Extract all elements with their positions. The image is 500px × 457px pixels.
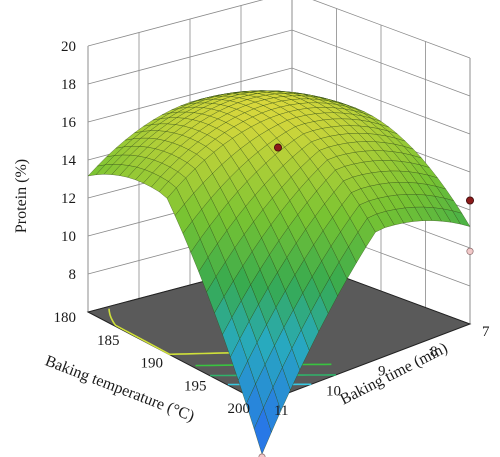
y-tick-label: 8 xyxy=(430,344,438,360)
z-tick-label: 16 xyxy=(61,115,77,131)
wall-gridline xyxy=(87,0,471,59)
y-tick-label: 10 xyxy=(326,383,341,399)
y-tick-label: 9 xyxy=(378,364,386,380)
y-tick-label: 7 xyxy=(482,324,490,340)
x-tick-label: 195 xyxy=(184,378,207,394)
point-marker xyxy=(258,453,266,457)
z-tick-label: 18 xyxy=(61,77,76,93)
x-tick-label: 180 xyxy=(54,310,77,326)
x-tick-label: 185 xyxy=(97,333,120,349)
surface-cell xyxy=(452,210,471,227)
x-tick-label: 200 xyxy=(228,401,251,417)
x-tick-label: 190 xyxy=(141,356,164,372)
response-surface xyxy=(87,90,471,455)
z-axis-title: Protein (%) xyxy=(13,159,30,233)
wall-gridline xyxy=(87,67,471,135)
y-tick-label: 11 xyxy=(274,403,288,419)
design-point xyxy=(465,196,474,205)
z-tick-label: 10 xyxy=(61,229,76,245)
design-point xyxy=(273,143,282,152)
z-tick-label: 12 xyxy=(61,191,76,207)
wall-gridline xyxy=(87,29,471,97)
design-points xyxy=(258,143,474,457)
tick-labels: 8 10 12 14 16 18 20 180 185 190 195 200 7 8 9 10 11 xyxy=(54,39,491,419)
z-tick-label: 14 xyxy=(61,153,77,169)
x-axis-title: Baking temperature (°C) xyxy=(43,352,197,425)
z-tick-label: 20 xyxy=(61,39,76,55)
point-marker xyxy=(466,247,474,255)
z-tick-label: 8 xyxy=(69,267,77,283)
